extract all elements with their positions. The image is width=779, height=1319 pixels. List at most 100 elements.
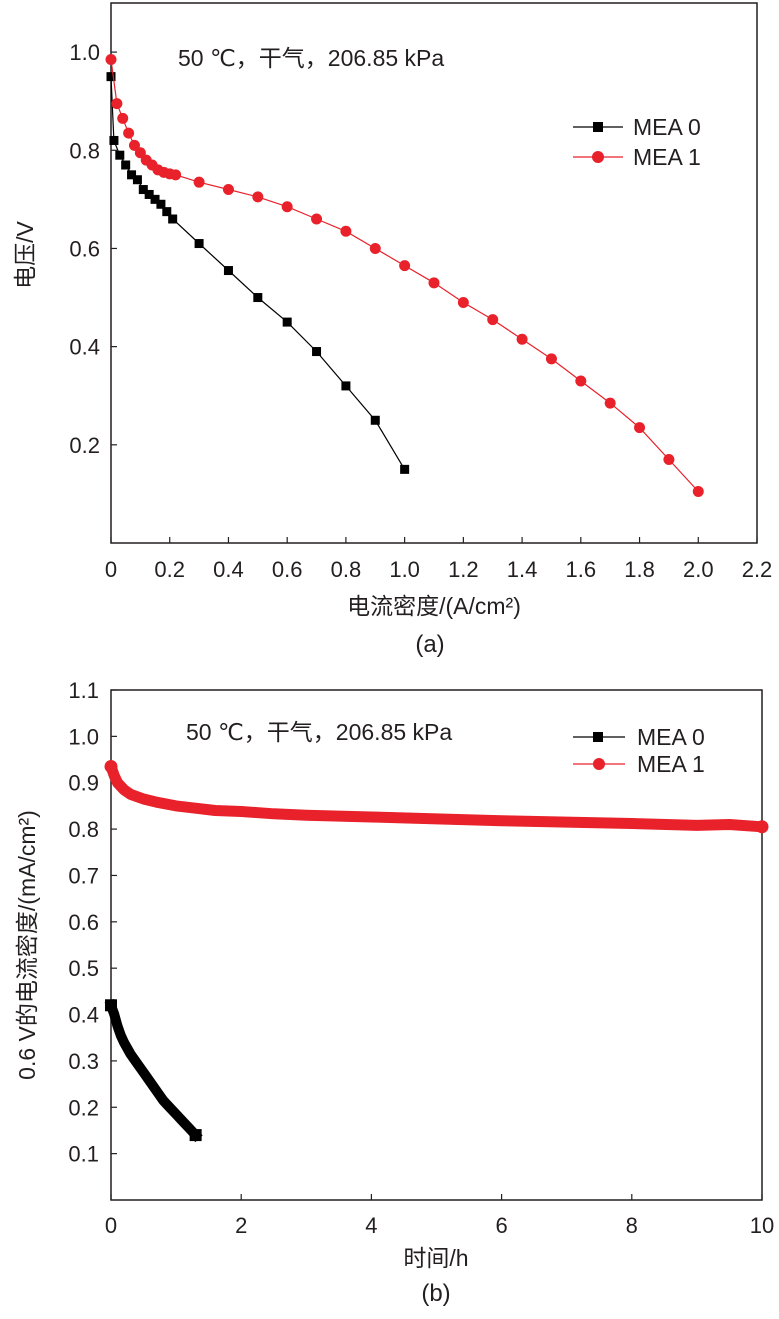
chart-a-legend-label-mea1: MEA 1: [633, 144, 701, 170]
chart-b-annotation: 50 ℃，干气，206.85 kPa: [186, 719, 452, 745]
chart-b-x-tick-label: 6: [495, 1213, 507, 1238]
chart-b-panel-label: (b): [421, 1280, 450, 1307]
chart-a-x-tick-label: 1.6: [566, 557, 597, 582]
chart-a-point-mea1: [193, 176, 205, 188]
chart-a-point-mea1: [123, 127, 135, 139]
chart-a-point-mea1: [369, 242, 381, 254]
chart-b: 0 2 4 6 8 10 0.1 0.2 0.3 0.4 0.5 0.6 0.7 0.8 0.9 1.0 1.…: [14, 678, 774, 1307]
chart-a-point-mea0: [127, 170, 137, 180]
chart-a-point-mea1: [252, 191, 264, 203]
chart-b-legend-label-mea0: MEA 0: [637, 724, 705, 750]
chart-b-y-tick-label: 0.4: [68, 1003, 99, 1028]
chart-b-legend-marker-mea0: [593, 732, 603, 742]
chart-a-point-mea1: [105, 53, 117, 65]
chart-a-point-mea0: [138, 185, 148, 195]
chart-b-x-axis-title: 时间/h: [403, 1245, 468, 1271]
chart-a-legend-label-mea0: MEA 0: [633, 114, 701, 140]
chart-a-point-mea1: [663, 454, 675, 466]
chart-a-point-mea1: [604, 397, 616, 409]
chart-a-tick-marks: [110, 51, 758, 543]
chart-b-y-tick-label: 0.2: [68, 1095, 99, 1120]
chart-a-point-mea1: [487, 314, 499, 326]
chart-a-point-mea1: [575, 375, 587, 387]
chart-a-point-mea0: [132, 175, 142, 185]
chart-b-y-tick-label: 0.1: [68, 1142, 99, 1167]
chart-a-point-mea0: [115, 150, 125, 160]
chart-a-series-line-mea0: [110, 76, 406, 470]
chart-a-legend: MEA 0 MEA 1: [573, 114, 701, 170]
chart-a-legend-marker-mea1: [592, 151, 604, 163]
chart-b-series-line-mea1: [105, 761, 768, 833]
chart-b-x-tick-label: 4: [365, 1213, 377, 1238]
chart-b-tick-marks: [110, 689, 763, 1200]
chart-a-x-tick-labels: 0 0.2 0.4 0.6 0.8 1.0 1.2 1.4 1.6 1.8 2.0 2.2: [105, 557, 772, 582]
chart-a-y-axis-title: 电压/V: [12, 220, 38, 288]
chart-b-series-mea0: [104, 998, 203, 1143]
chart-a-point-mea1: [222, 184, 234, 196]
chart-a-x-tick-label: 1.4: [507, 557, 538, 582]
chart-b-series-line-mea0: [104, 998, 203, 1143]
chart-a-y-tick-label: 0.4: [69, 335, 100, 360]
chart-a-point-mea1: [399, 260, 411, 272]
chart-a-point-mea1: [340, 225, 352, 237]
chart-b-y-tick-label: 0.5: [68, 956, 99, 981]
chart-a-point-mea1: [281, 201, 293, 213]
chart-b-y-tick-label: 0.7: [68, 863, 99, 888]
chart-a-point-mea0: [312, 347, 322, 357]
chart-a-x-tick-label: 2.0: [683, 557, 714, 582]
chart-a-point-mea1: [516, 333, 528, 345]
chart-a-point-mea1: [117, 112, 129, 124]
chart-a-x-tick-label: 0.8: [331, 557, 362, 582]
chart-a-x-tick-label: 1.2: [448, 557, 479, 582]
chart-a-series-mea1: [105, 53, 704, 497]
chart-b-x-tick-label: 8: [626, 1213, 638, 1238]
chart-b-y-tick-label: 0.3: [68, 1049, 99, 1074]
chart-b-x-tick-label: 0: [105, 1213, 117, 1238]
chart-a-series-mea0: [106, 72, 410, 474]
chart-b-x-tick-label: 10: [750, 1213, 774, 1238]
chart-b-x-tick-label: 2: [235, 1213, 247, 1238]
chart-a-series-line-mea1: [110, 59, 699, 492]
chart-a-point-mea1: [457, 296, 469, 308]
chart-a-point-mea0: [106, 72, 116, 82]
chart-b-y-tick-label: 1.1: [68, 678, 99, 703]
chart-a-point-mea0: [162, 207, 172, 217]
chart-a-point-mea0: [341, 381, 351, 391]
chart-b-point-mea0: [105, 999, 117, 1012]
chart-a-point-mea0: [370, 415, 380, 425]
chart-a-plot-frame: [110, 2, 758, 544]
chart-b-legend: MEA 0 MEA 1: [573, 724, 705, 777]
chart-a-point-mea0: [150, 194, 160, 204]
chart-a-point-mea1: [134, 147, 146, 159]
chart-b-x-tick-labels: 0 2 4 6 8 10: [105, 1213, 774, 1238]
chart-b-plot-frame: [110, 689, 763, 1201]
chart-a-y-tick-label: 0.6: [69, 236, 100, 261]
chart-a: 0 0.2 0.4 0.6 0.8 1.0 1.2 1.4 1.6 1.8 2.0 2.2 0.20.…: [12, 2, 772, 658]
chart-a-point-mea1: [692, 485, 704, 497]
chart-a-point-mea0: [156, 199, 166, 209]
chart-a-x-tick-label: 1.0: [389, 557, 420, 582]
chart-a-point-mea1: [111, 98, 123, 110]
chart-a-y-tick-label: 0.8: [69, 138, 100, 163]
chart-a-point-mea0: [282, 317, 292, 327]
chart-a-point-mea1: [634, 422, 646, 434]
chart-a-y-tick-label: 0.2: [69, 433, 100, 458]
chart-a-point-mea1: [545, 353, 557, 365]
chart-a-point-mea0: [121, 160, 131, 170]
chart-a-legend-marker-mea0: [593, 122, 603, 132]
chart-a-point-mea0: [144, 189, 154, 199]
chart-a-x-axis-title: 电流密度/(A/cm²): [347, 593, 521, 619]
chart-b-point-mea0: [189, 1129, 202, 1142]
chart-a-x-tick-label: 0.6: [272, 557, 303, 582]
chart-a-x-tick-label: 0: [105, 557, 117, 582]
chart-a-point-mea1: [428, 277, 440, 289]
chart-b-y-tick-label: 0.8: [68, 817, 99, 842]
chart-a-point-mea0: [194, 239, 204, 249]
chart-a-point-mea1: [128, 139, 140, 151]
chart-a-x-tick-label: 0.2: [154, 557, 185, 582]
chart-a-point-mea0: [223, 266, 233, 276]
chart-a-series: [105, 53, 704, 497]
chart-a-point-mea0: [253, 293, 263, 303]
chart-a-x-tick-label: 2.2: [742, 557, 773, 582]
